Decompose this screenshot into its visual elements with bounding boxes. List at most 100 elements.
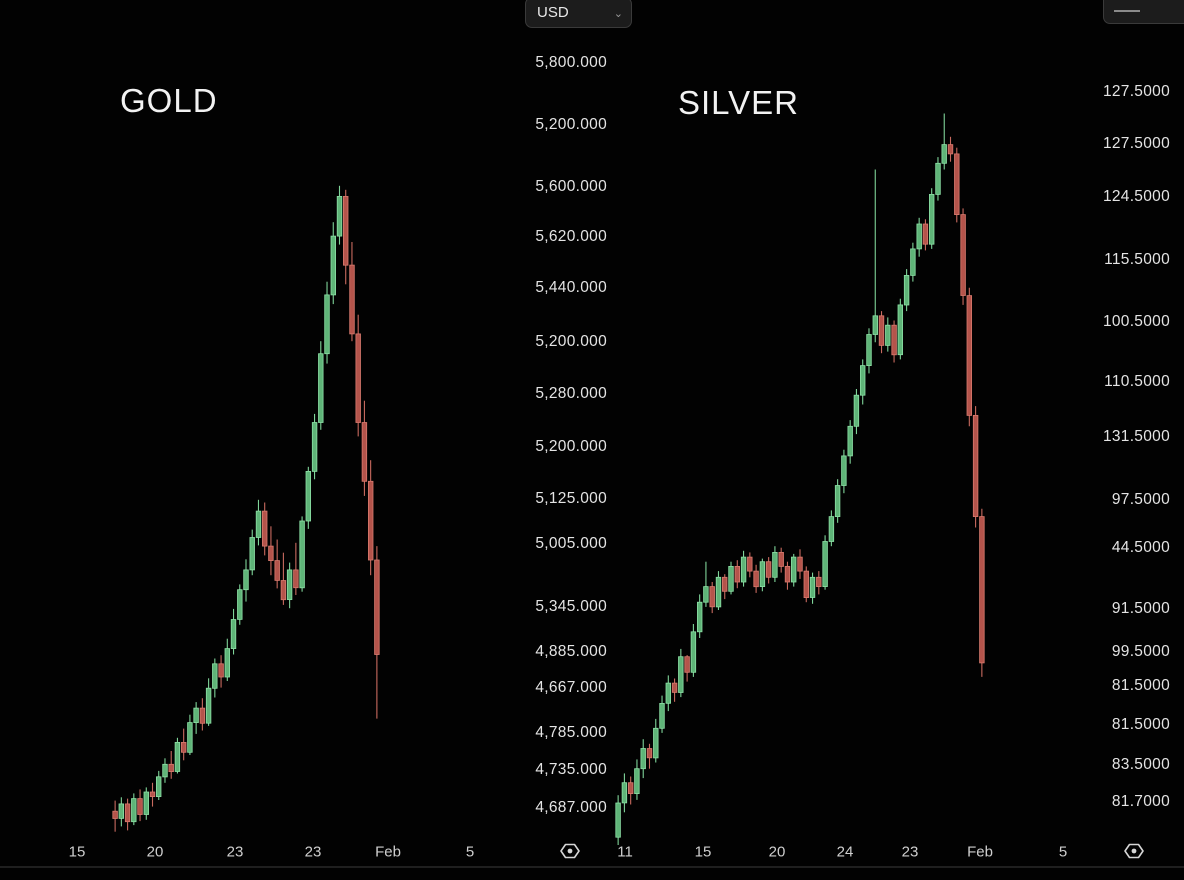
silver-x-axis-label: 15 [694, 843, 712, 861]
candle-up [740, 556, 747, 583]
candle-down [947, 144, 954, 155]
candle-up [330, 235, 336, 296]
silver-y-axis-label: 100.5000 [1102, 313, 1170, 330]
chevron-down-icon: ⌄ [613, 8, 623, 20]
gold-y-axis-label: 4,667.000 [535, 679, 607, 696]
candle-up [665, 682, 671, 704]
candle-down [878, 315, 885, 346]
candle-down [954, 153, 960, 215]
silver-y-axis-label: 44.5000 [1111, 539, 1170, 556]
currency-dropdown[interactable]: USD ⌄ [525, 0, 632, 28]
silver-x-axis-label: 24 [836, 843, 854, 861]
candle-down [367, 480, 374, 561]
candle-up [155, 776, 162, 797]
candle-down [293, 569, 299, 589]
candle-up [929, 193, 935, 245]
candle-up [324, 294, 330, 355]
candle-up [224, 648, 230, 678]
candle-up [834, 485, 841, 518]
candle-up [690, 631, 697, 673]
candle-down [778, 552, 784, 567]
candle-up [634, 768, 640, 795]
gold-chart-title: GOLD [120, 82, 218, 119]
candle-down [149, 791, 156, 797]
candle-down [891, 324, 897, 356]
silver-x-axis-label: 5 [1058, 843, 1068, 861]
candle-down [765, 561, 772, 578]
silver-x-axis-label: 23 [901, 843, 919, 861]
candle-down [797, 556, 803, 572]
candle-up [187, 722, 193, 753]
candle-down [342, 195, 349, 266]
candle-down [960, 214, 966, 296]
gold-y-axis-label: 5,200.000 [535, 333, 607, 350]
candle-down [734, 566, 740, 583]
truncated-label-glyph [1114, 10, 1140, 12]
candle-up [860, 365, 866, 396]
gold-y-axis-label: 5,005.000 [535, 535, 607, 552]
candle-down [168, 763, 174, 772]
candle-down [628, 782, 634, 795]
candle-down [361, 422, 368, 482]
candle-up [311, 422, 318, 472]
candle-up [697, 601, 703, 633]
candle-up [640, 748, 646, 770]
silver-chart-title: SILVER [678, 84, 799, 121]
gold-y-axis-label: 4,885.000 [535, 643, 607, 660]
candle-up [205, 687, 212, 724]
top-right-dropdown[interactable] [1103, 0, 1184, 24]
candle-down [137, 798, 143, 815]
candle-up [243, 569, 249, 591]
candle-up [847, 425, 853, 457]
candle-down [646, 748, 653, 759]
currency-dropdown-label: USD [537, 4, 569, 21]
candle-up [659, 703, 665, 729]
silver-y-axis-label: 81.5000 [1111, 716, 1170, 733]
gold-axis-settings-icon[interactable] [559, 840, 581, 862]
candle-up [703, 586, 709, 603]
candle-up [866, 334, 872, 367]
candle-up [872, 315, 878, 335]
candle-up [174, 742, 181, 772]
candle-up [828, 516, 835, 542]
candle-down [922, 223, 929, 245]
silver-axis-settings-icon[interactable] [1123, 840, 1145, 862]
candle-up [193, 707, 199, 723]
candle-up [336, 195, 343, 237]
candle-up [809, 576, 816, 598]
candle-up [941, 144, 947, 164]
gold-y-axis-label: 5,440.000 [535, 279, 607, 296]
candle-up [841, 455, 847, 486]
candle-up [715, 576, 722, 608]
silver-y-axis-label: 81.7000 [1111, 793, 1170, 810]
candle-up [255, 510, 262, 538]
candle-up [678, 656, 684, 693]
candle-down [722, 576, 728, 592]
candle-down [753, 570, 759, 588]
silver-x-axis-label: 11 [617, 843, 633, 861]
candle-down [349, 264, 355, 335]
gold-x-axis-label: 23 [304, 843, 322, 861]
gold-y-axis-label: 5,200.000 [535, 438, 607, 455]
candle-down [709, 586, 715, 608]
candle-down [355, 333, 361, 423]
candle-up [935, 162, 941, 195]
gold-x-axis-label: 5 [465, 843, 475, 861]
candle-down [199, 707, 206, 724]
candle-down [684, 656, 690, 673]
candle-up [305, 470, 311, 522]
candle-down [218, 663, 224, 678]
candle-up [916, 223, 922, 250]
candle-up [772, 552, 778, 578]
gold-y-axis-label: 5,280.000 [535, 385, 607, 402]
candle-down [803, 570, 809, 598]
candle-up [230, 619, 237, 650]
candle-down [966, 295, 972, 416]
candle-down [979, 516, 985, 664]
candle-up [212, 663, 218, 689]
candle-down [747, 556, 753, 572]
candle-up [249, 537, 255, 571]
candle-down [261, 510, 268, 547]
silver-y-axis-label: 124.5000 [1102, 188, 1170, 205]
